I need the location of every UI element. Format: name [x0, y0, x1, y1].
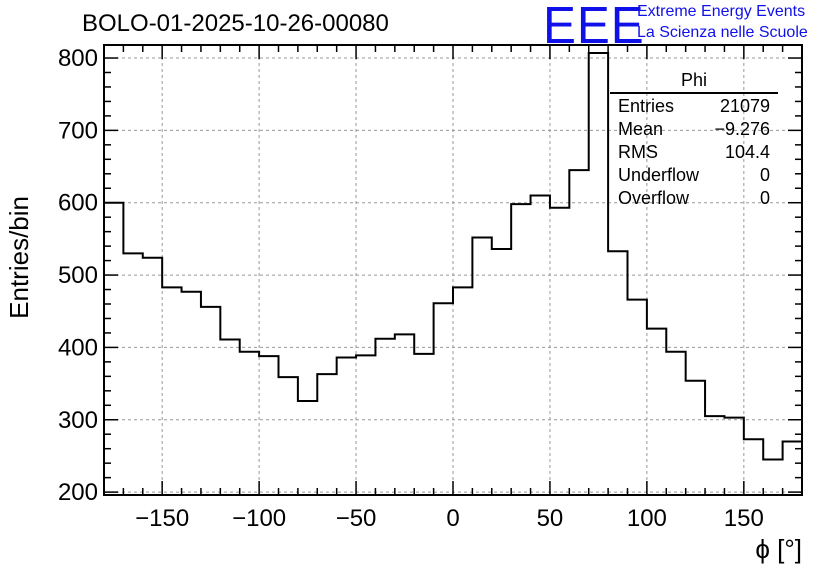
histogram-bin: [608, 251, 627, 495]
stats-title: Phi: [610, 70, 778, 94]
stats-row-underflow: Underflow 0: [610, 164, 778, 187]
y-axis-label: Entries/bin: [4, 196, 34, 319]
histogram-bin: [375, 339, 394, 495]
histogram-bin: [589, 53, 608, 495]
histogram-bin: [220, 339, 239, 495]
histogram-bin: [511, 204, 530, 495]
histogram-bin: [569, 170, 588, 495]
stats-value: 0: [759, 188, 770, 208]
histogram-bin: [317, 374, 336, 495]
histogram-bin: [298, 401, 317, 495]
stats-label: Entries: [618, 96, 675, 116]
histogram-bin: [259, 356, 278, 495]
y-tick-label: 200: [58, 479, 98, 506]
x-tick-label: 50: [537, 505, 564, 532]
stats-row-entries: Entries 21079: [610, 95, 778, 118]
x-axis-label: ϕ [°]: [755, 534, 802, 564]
histogram-bin: [744, 439, 763, 495]
y-tick-label: 400: [58, 334, 98, 361]
stats-row-rms: RMS 104.4: [610, 141, 778, 164]
histogram-bin: [434, 303, 453, 495]
histogram-bin: [472, 237, 491, 495]
stats-value: 104.4: [724, 142, 770, 162]
x-tick-label: −100: [232, 505, 286, 532]
x-tick-label: 0: [446, 505, 459, 532]
histogram-bin: [531, 195, 550, 495]
stats-label: Mean: [618, 119, 664, 139]
histogram-bin: [628, 300, 647, 495]
stats-box: Phi Entries 21079 Mean −9.276 RMS 104.4 …: [610, 70, 778, 210]
histogram-bin: [123, 253, 142, 495]
histogram-bin: [395, 334, 414, 495]
stats-value: 0: [759, 165, 770, 185]
stats-row-overflow: Overflow 0: [610, 187, 778, 210]
histogram-bin: [686, 381, 705, 495]
stats-label: RMS: [618, 142, 658, 162]
logo-subtitle-line2: La Scienza nelle Scuole: [637, 24, 808, 41]
histogram-bin: [453, 287, 472, 495]
histogram-bin: [182, 292, 201, 495]
histogram-bin: [666, 352, 685, 495]
x-tick-label: 100: [627, 505, 667, 532]
histogram-bin: [279, 377, 298, 495]
stats-label: Underflow: [618, 165, 700, 185]
y-tick-label: 800: [58, 45, 98, 72]
histogram-bin: [724, 418, 743, 495]
histogram-bin: [763, 460, 782, 495]
histogram-bin: [240, 352, 259, 495]
histogram-bin: [337, 358, 356, 495]
y-tick-label: 300: [58, 407, 98, 434]
stats-value: −9.276: [714, 119, 770, 139]
y-tick-label: 500: [58, 262, 98, 289]
histogram-bin: [705, 416, 724, 495]
chart-title: BOLO-01-2025-10-26-00080: [82, 10, 389, 37]
eee-logo: EEE: [543, 0, 645, 55]
histogram-bin: [492, 249, 511, 495]
stats-value: 21079: [719, 96, 770, 116]
y-tick-label: 600: [58, 190, 98, 217]
histogram-bin: [647, 329, 666, 495]
histogram-bin: [143, 258, 162, 495]
histogram-bin: [201, 307, 220, 495]
x-tick-label: −150: [135, 505, 189, 532]
logo-subtitle-line1: Extreme Energy Events: [637, 3, 806, 20]
y-tick-label: 700: [58, 117, 98, 144]
histogram-bin: [550, 208, 569, 495]
histogram-step-line: [103, 51, 803, 495]
stats-label: Overflow: [618, 188, 690, 208]
x-tick-label: 150: [724, 505, 764, 532]
histogram-bin: [356, 355, 375, 495]
histogram-bin: [783, 441, 802, 495]
histogram-bin: [162, 287, 181, 495]
stats-row-mean: Mean −9.276: [610, 118, 778, 141]
x-tick-label: −50: [336, 505, 377, 532]
histogram-bin: [414, 354, 433, 495]
